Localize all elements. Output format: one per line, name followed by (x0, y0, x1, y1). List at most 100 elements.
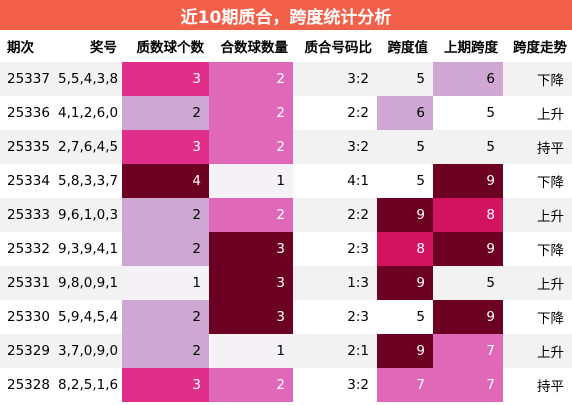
numbers-cell: 9,6,1,0,3 (56, 198, 122, 232)
table-row: 25332 9,3,9,4,1 2 3 2:3 8 9 下降 (0, 232, 572, 266)
numbers-cell: 5,5,4,3,8 (56, 62, 122, 96)
table-title: 近10期质合，跨度统计分析 (0, 0, 572, 30)
prime-count-cell: 2 (122, 96, 209, 130)
span-cell: 5 (377, 62, 433, 96)
composite-count-cell: 2 (209, 96, 293, 130)
column-header-composite-count: 合数球数量 (209, 30, 293, 62)
prev-span-cell: 6 (433, 62, 503, 96)
prime-count-cell: 3 (122, 130, 209, 164)
column-header-numbers: 奖号 (56, 30, 122, 62)
table-row: 25328 8,2,5,1,6 3 2 3:2 7 7 持平 (0, 368, 572, 402)
prime-count-cell: 3 (122, 368, 209, 402)
ratio-cell: 2:2 (293, 96, 377, 130)
table-row: 25329 3,7,0,9,0 2 1 2:1 9 7 上升 (0, 334, 572, 368)
column-header-prev-span: 上期跨度 (433, 30, 503, 62)
column-header-prime-count: 质数球个数 (122, 30, 209, 62)
composite-count-cell: 1 (209, 164, 293, 198)
issue-cell: 25331 (0, 266, 56, 300)
table-row: 25331 9,8,0,9,1 1 3 1:3 9 5 上升 (0, 266, 572, 300)
prev-span-cell: 7 (433, 334, 503, 368)
span-cell: 8 (377, 232, 433, 266)
numbers-cell: 9,8,0,9,1 (56, 266, 122, 300)
prev-span-cell: 5 (433, 266, 503, 300)
ratio-cell: 2:3 (293, 232, 377, 266)
ratio-cell: 1:3 (293, 266, 377, 300)
column-header-issue: 期次 (0, 30, 56, 62)
issue-cell: 25328 (0, 368, 56, 402)
issue-cell: 25337 (0, 62, 56, 96)
ratio-cell: 4:1 (293, 164, 377, 198)
header-row: 期次 奖号 质数球个数 合数球数量 质合号码比 跨度值 上期跨度 跨度走势 (0, 30, 572, 62)
prev-span-cell: 8 (433, 198, 503, 232)
prime-count-cell: 2 (122, 334, 209, 368)
ratio-cell: 3:2 (293, 368, 377, 402)
issue-cell: 25334 (0, 164, 56, 198)
prime-count-cell: 1 (122, 266, 209, 300)
span-cell: 9 (377, 266, 433, 300)
table-row: 25336 4,1,2,6,0 2 2 2:2 6 5 上升 (0, 96, 572, 130)
prime-count-cell: 2 (122, 198, 209, 232)
prime-count-cell: 4 (122, 164, 209, 198)
composite-count-cell: 3 (209, 266, 293, 300)
ratio-cell: 2:1 (293, 334, 377, 368)
composite-count-cell: 2 (209, 62, 293, 96)
numbers-cell: 4,1,2,6,0 (56, 96, 122, 130)
numbers-cell: 2,7,6,4,5 (56, 130, 122, 164)
table-row: 25337 5,5,4,3,8 3 2 3:2 5 6 下降 (0, 62, 572, 96)
trend-cell: 持平 (503, 368, 572, 402)
issue-cell: 25329 (0, 334, 56, 368)
trend-cell: 下降 (503, 232, 572, 266)
trend-cell: 上升 (503, 198, 572, 232)
numbers-cell: 3,7,0,9,0 (56, 334, 122, 368)
ratio-cell: 2:2 (293, 198, 377, 232)
numbers-cell: 5,8,3,3,7 (56, 164, 122, 198)
table-row: 25330 5,9,4,5,4 2 3 2:3 5 9 下降 (0, 300, 572, 334)
span-cell: 5 (377, 164, 433, 198)
prime-count-cell: 2 (122, 232, 209, 266)
column-header-ratio: 质合号码比 (293, 30, 377, 62)
prime-count-cell: 3 (122, 62, 209, 96)
composite-count-cell: 3 (209, 232, 293, 266)
trend-cell: 下降 (503, 300, 572, 334)
numbers-cell: 8,2,5,1,6 (56, 368, 122, 402)
trend-cell: 下降 (503, 164, 572, 198)
table-row: 25334 5,8,3,3,7 4 1 4:1 5 9 下降 (0, 164, 572, 198)
numbers-cell: 5,9,4,5,4 (56, 300, 122, 334)
trend-cell: 持平 (503, 130, 572, 164)
stats-table: 期次 奖号 质数球个数 合数球数量 质合号码比 跨度值 上期跨度 跨度走势 25… (0, 30, 572, 402)
span-cell: 5 (377, 300, 433, 334)
span-cell: 7 (377, 368, 433, 402)
trend-cell: 下降 (503, 62, 572, 96)
table-row: 25335 2,7,6,4,5 3 2 3:2 5 5 持平 (0, 130, 572, 164)
column-header-trend: 跨度走势 (503, 30, 572, 62)
prev-span-cell: 5 (433, 130, 503, 164)
span-cell: 9 (377, 198, 433, 232)
numbers-cell: 9,3,9,4,1 (56, 232, 122, 266)
composite-count-cell: 2 (209, 130, 293, 164)
span-cell: 5 (377, 130, 433, 164)
ratio-cell: 3:2 (293, 130, 377, 164)
trend-cell: 上升 (503, 96, 572, 130)
composite-count-cell: 3 (209, 300, 293, 334)
span-cell: 6 (377, 96, 433, 130)
column-header-span: 跨度值 (377, 30, 433, 62)
composite-count-cell: 2 (209, 198, 293, 232)
issue-cell: 25336 (0, 96, 56, 130)
issue-cell: 25332 (0, 232, 56, 266)
prev-span-cell: 9 (433, 300, 503, 334)
trend-cell: 上升 (503, 334, 572, 368)
composite-count-cell: 2 (209, 368, 293, 402)
issue-cell: 25335 (0, 130, 56, 164)
trend-cell: 上升 (503, 266, 572, 300)
prev-span-cell: 9 (433, 164, 503, 198)
issue-cell: 25333 (0, 198, 56, 232)
span-cell: 9 (377, 334, 433, 368)
prev-span-cell: 5 (433, 96, 503, 130)
prev-span-cell: 7 (433, 368, 503, 402)
composite-count-cell: 1 (209, 334, 293, 368)
prev-span-cell: 9 (433, 232, 503, 266)
prime-count-cell: 2 (122, 300, 209, 334)
issue-cell: 25330 (0, 300, 56, 334)
ratio-cell: 2:3 (293, 300, 377, 334)
table-row: 25333 9,6,1,0,3 2 2 2:2 9 8 上升 (0, 198, 572, 232)
